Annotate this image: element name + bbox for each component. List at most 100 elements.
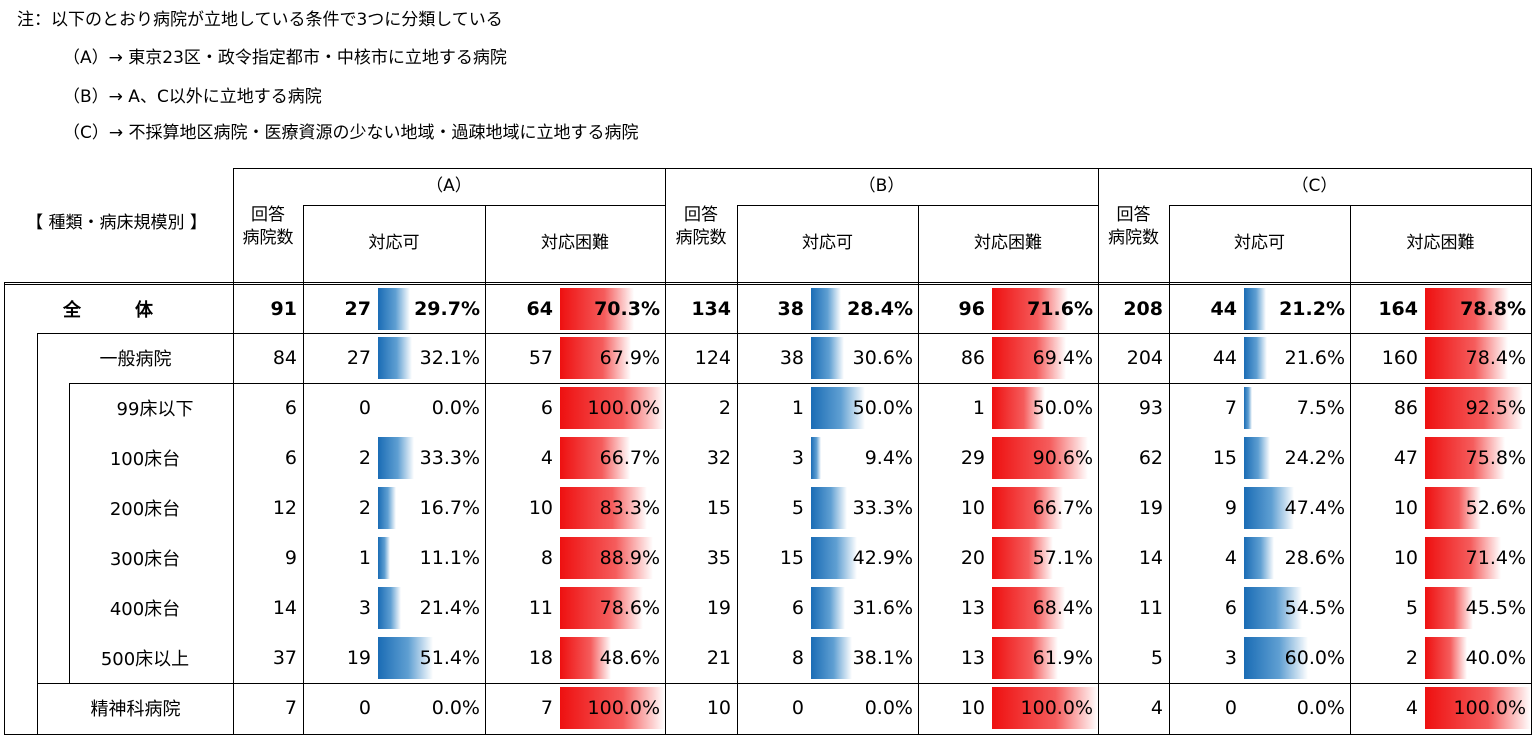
ok-percent: 51.4% xyxy=(419,647,480,669)
ok-percent-bar xyxy=(378,537,390,579)
table-border xyxy=(69,383,1532,384)
row-label: 500床以上 xyxy=(100,649,190,670)
ok-header: 対応可 xyxy=(368,233,420,253)
row-label: 99床以下 xyxy=(116,399,194,420)
respondents-count: 2 xyxy=(718,397,731,419)
respondents-count: 62 xyxy=(1138,447,1163,469)
table-border xyxy=(4,282,1532,283)
ok-percent: 50.0% xyxy=(852,397,913,419)
respondents-count: 84 xyxy=(272,347,297,369)
difficult-count: 64 xyxy=(526,298,553,320)
difficult-count: 10 xyxy=(1393,547,1418,569)
difficult-count: 10 xyxy=(960,697,985,719)
ok-percent-bar xyxy=(378,337,413,379)
ok-percent: 42.9% xyxy=(852,547,913,569)
difficult-percent-bar xyxy=(1425,637,1468,679)
difficult-count: 10 xyxy=(528,497,553,519)
difficult-percent-bar xyxy=(992,487,1063,529)
ok-count: 27 xyxy=(346,347,371,369)
ok-percent: 21.4% xyxy=(419,597,480,619)
difficult-percent: 45.5% xyxy=(1465,597,1526,619)
ok-count: 27 xyxy=(344,298,371,320)
category-header: 【 種類・病床規模別 】 xyxy=(26,212,207,233)
table-border xyxy=(918,205,919,734)
difficult-count: 160 xyxy=(1381,347,1418,369)
difficult-percent-bar xyxy=(560,587,643,629)
note-line-intro: 注：以下のとおり病院が立地している条件で3つに分類している xyxy=(17,10,503,30)
ok-percent: 33.3% xyxy=(852,497,913,519)
table-border xyxy=(37,683,1532,684)
difficult-percent-bar xyxy=(1425,687,1531,729)
respondents-count: 7 xyxy=(284,697,297,719)
difficult-percent-bar xyxy=(560,288,634,330)
difficult-count: 13 xyxy=(960,597,985,619)
ok-percent: 0.0% xyxy=(431,397,480,419)
ok-percent-bar xyxy=(378,288,410,330)
ok-percent: 30.6% xyxy=(852,347,913,369)
ok-percent: 28.4% xyxy=(847,298,913,320)
ok-header: 対応可 xyxy=(802,233,853,253)
row-label: 全 体 xyxy=(63,300,153,321)
ok-count: 0 xyxy=(358,397,371,419)
table-border xyxy=(1531,168,1532,735)
ok-percent: 28.6% xyxy=(1284,547,1345,569)
difficult-header: 対応困難 xyxy=(974,233,1042,253)
ok-percent: 29.7% xyxy=(414,298,480,320)
group-header: （C） xyxy=(1291,176,1338,196)
difficult-percent-bar xyxy=(1425,288,1509,330)
respondents-count: 4 xyxy=(1150,697,1163,719)
difficult-percent: 100.0% xyxy=(587,397,660,419)
difficult-percent-bar xyxy=(1425,587,1474,629)
table-border xyxy=(1169,205,1170,734)
table-border xyxy=(37,333,38,734)
difficult-count: 18 xyxy=(528,647,553,669)
respondents-count: 11 xyxy=(1138,597,1163,619)
respondents-count: 124 xyxy=(694,347,731,369)
difficult-percent-bar xyxy=(992,387,1045,429)
difficult-percent-bar xyxy=(1425,387,1524,429)
difficult-count: 4 xyxy=(540,447,553,469)
difficult-count: 96 xyxy=(958,298,985,320)
difficult-percent-bar xyxy=(992,637,1058,679)
difficult-percent-bar xyxy=(560,687,665,729)
ok-percent: 0.0% xyxy=(864,697,913,719)
difficult-count: 8 xyxy=(540,547,553,569)
ok-percent-bar xyxy=(1244,288,1267,330)
difficult-percent-bar xyxy=(992,537,1053,579)
row-label: 400床台 xyxy=(109,599,181,620)
group-header: （A） xyxy=(426,176,472,196)
difficult-percent: 92.5% xyxy=(1465,397,1526,419)
respondents-count: 19 xyxy=(1138,497,1163,519)
ok-percent: 0.0% xyxy=(431,697,480,719)
difficult-count: 13 xyxy=(960,647,985,669)
ok-percent: 21.6% xyxy=(1284,347,1345,369)
ok-count: 44 xyxy=(1212,347,1237,369)
ok-percent: 54.5% xyxy=(1284,597,1345,619)
difficult-percent-bar xyxy=(560,337,632,379)
respondents-count: 5 xyxy=(1150,647,1163,669)
ok-count: 6 xyxy=(791,597,804,619)
ok-percent-bar xyxy=(1244,337,1267,379)
table-border xyxy=(233,168,1532,169)
difficult-percent: 67.9% xyxy=(599,347,660,369)
difficult-count: 29 xyxy=(960,447,985,469)
difficult-percent-bar xyxy=(992,587,1065,629)
ok-percent-bar xyxy=(1244,387,1252,429)
note-line-a: （A）→ 東京23区・政令指定都市・中核市に立地する病院 xyxy=(63,48,507,68)
ok-percent-bar xyxy=(378,587,401,629)
ok-count: 38 xyxy=(779,347,804,369)
difficult-percent-bar xyxy=(992,288,1068,330)
difficult-percent-bar xyxy=(1425,337,1509,379)
ok-count: 1 xyxy=(791,397,804,419)
difficult-count: 20 xyxy=(960,547,985,569)
table-border xyxy=(737,205,1098,206)
respondents-count: 19 xyxy=(706,597,731,619)
respondents-count: 35 xyxy=(706,547,731,569)
table-border xyxy=(303,205,665,206)
ok-percent-bar xyxy=(811,587,845,629)
ok-count: 0 xyxy=(1224,697,1237,719)
difficult-count: 2 xyxy=(1405,647,1418,669)
respondents-count: 21 xyxy=(706,647,731,669)
ok-percent-bar xyxy=(1244,437,1270,479)
difficult-percent-bar xyxy=(560,437,631,479)
